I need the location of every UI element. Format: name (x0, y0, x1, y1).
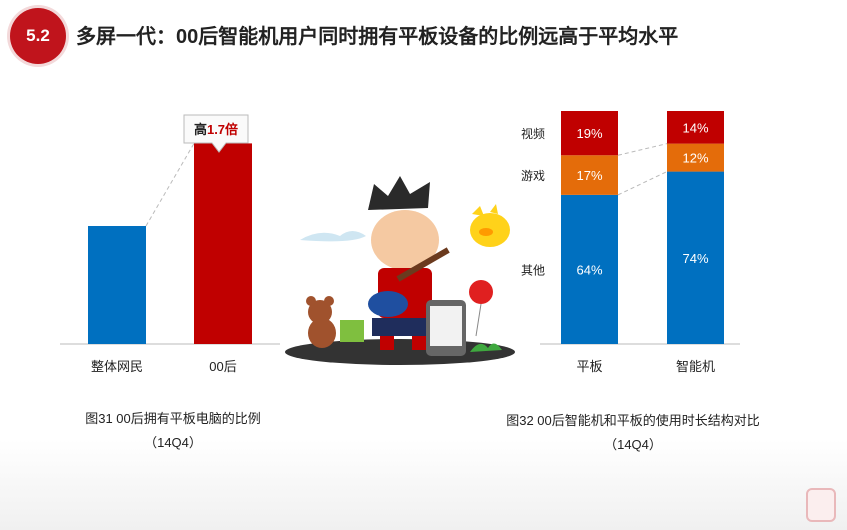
section-badge: 5.2 (10, 8, 66, 64)
category-label-1: 智能机 (676, 359, 715, 374)
legend-label-0: 其他 (521, 263, 545, 277)
tablet-ownership-chart: 高1.7倍 整体网民 00后 (60, 114, 280, 374)
left-caption: 图31 00后拥有平板电脑的比例 （14Q4） (60, 408, 286, 451)
segment-0-1 (667, 171, 724, 344)
legend-label-2: 视频 (521, 126, 545, 141)
boy-character (368, 176, 439, 350)
bar-1 (194, 143, 252, 344)
segment-1-1 (667, 143, 724, 172)
gift-box-icon (340, 320, 364, 342)
segment-label-1-0: 17% (576, 168, 602, 183)
segment-label-0-0: 64% (576, 262, 602, 277)
bar-0 (88, 226, 146, 344)
right-caption: 图32 00后智能机和平板的使用时长结构对比 （14Q4） (488, 410, 778, 453)
left-caption-line1: 图31 00后拥有平板电脑的比例 (85, 411, 261, 426)
guitar-icon (368, 247, 450, 317)
ratio-connector-line (145, 143, 195, 227)
svg-text:高1.7倍: 高1.7倍 (194, 122, 238, 137)
segment-connector-1 (617, 143, 668, 156)
segment-connector-0 (617, 171, 668, 196)
section-number: 5.2 (26, 26, 50, 45)
segment-label-2-1: 14% (682, 120, 708, 135)
segment-label-1-1: 12% (682, 151, 708, 166)
corner-seal-icon (806, 488, 836, 522)
usage-structure-chart: 64% 17% 19% 74% 12% 14% 其他 游戏 视频 平板 智能机 (521, 111, 740, 374)
legend-label-1: 游戏 (521, 169, 545, 183)
grass-icon (470, 343, 502, 352)
segment-2-0 (561, 111, 618, 156)
phone-character-icon (426, 300, 466, 356)
category-label-1: 00后 (209, 359, 236, 374)
segment-label-0-1: 74% (682, 251, 708, 266)
right-caption-line2: （14Q4） (604, 437, 662, 452)
bottom-decoration (0, 440, 847, 530)
chick-icon (470, 204, 510, 247)
right-caption-line1: 图32 00后智能机和平板的使用时长结构对比 (506, 413, 760, 428)
ratio-callout: 高1.7倍 (183, 114, 249, 153)
segment-label-2-0: 19% (576, 126, 602, 141)
page-title: 多屏一代：00后智能机用户同时拥有平板设备的比例远高于平均水平 (76, 26, 679, 48)
callout-prefix: 高 (194, 122, 207, 137)
category-label-0: 整体网民 (91, 359, 143, 374)
left-caption-line2: （14Q4） (144, 435, 202, 450)
segment-1-0 (561, 155, 618, 195)
segment-0-0 (561, 194, 618, 344)
balloon-icon (469, 280, 493, 337)
callout-box (183, 114, 249, 153)
segment-2-1 (667, 111, 724, 144)
callout-value: 1.7倍 (207, 122, 238, 137)
boy-with-guitar-illustration (285, 176, 515, 365)
teddy-bear-icon (306, 296, 336, 348)
category-label-0: 平板 (576, 359, 602, 374)
